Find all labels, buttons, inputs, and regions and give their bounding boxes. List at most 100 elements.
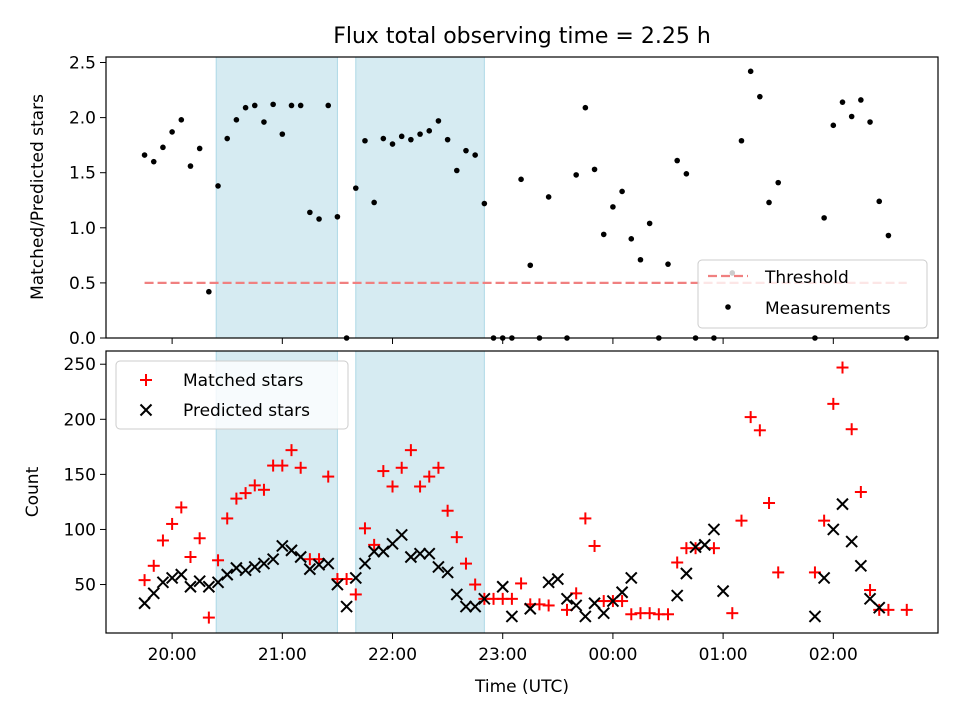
matched-star-point [147, 559, 160, 572]
predicted-star-point-b [560, 592, 574, 606]
measurement-point [453, 167, 460, 174]
measurement-point [757, 93, 763, 100]
predicted-star-point [560, 592, 574, 606]
predicted-star-point-b [257, 557, 271, 570]
predicted-star-point-b [285, 544, 298, 557]
predicted-star-point-b [156, 576, 170, 589]
y-tick-label: 250 [64, 355, 96, 375]
y-tick-label: 200 [64, 410, 96, 430]
measurement-point [362, 137, 368, 144]
matched-star-point [836, 361, 849, 374]
predicted-star-point [524, 602, 537, 615]
predicted-star-point-b [395, 528, 408, 542]
predicted-star-point [459, 600, 473, 613]
threshold-legend-label: Threshold [764, 268, 849, 288]
measurement-point [573, 172, 579, 178]
matched-star-point [450, 531, 463, 544]
measurement-point [830, 122, 837, 129]
measurement-point [288, 102, 295, 109]
measurement-point [352, 185, 359, 191]
measurements-legend-label: Measurements [765, 299, 891, 319]
predicted-star-point-b [716, 584, 730, 598]
measurement-point [582, 104, 589, 111]
measurement-point [463, 147, 469, 154]
predicted-star-point-b [184, 580, 197, 593]
predicted-star-point [845, 535, 858, 548]
measurement-point [839, 99, 846, 105]
measurement-point [848, 113, 855, 120]
matched-star-point [616, 595, 629, 608]
predicted-star-point [138, 597, 151, 610]
predicted-star-point [276, 539, 289, 553]
measurement-point [279, 131, 286, 137]
predicted-star-point [175, 568, 188, 581]
y-tick-label: 150 [64, 465, 96, 485]
measurement-point [858, 97, 864, 103]
y-tick-label: 2.5 [69, 54, 96, 74]
matched-star-point [763, 497, 776, 510]
x-tick-label: 01:00 [699, 645, 748, 665]
predicted-star-point-b [597, 606, 610, 620]
ratio-legend: Threshold Measurements [697, 259, 928, 329]
matched-star-point [175, 501, 188, 514]
matched-star-point [193, 532, 206, 545]
predicted-star-point [221, 568, 234, 581]
predicted-star-point-b [294, 550, 307, 564]
matched-star-point [294, 461, 307, 474]
predicted-star-point [257, 557, 271, 570]
predicted-star-point [569, 599, 583, 612]
measurement-point [637, 256, 644, 263]
predicted-star-point [423, 547, 436, 560]
predicted-star-point-b [432, 560, 445, 574]
matched-star-point [257, 483, 270, 496]
matched-star-point [349, 588, 362, 601]
predicted-star-point [817, 571, 831, 585]
matched-star-point [202, 611, 215, 624]
predicted-star-point [854, 559, 868, 573]
predicted-star-point-b [817, 571, 831, 585]
measurement-point [224, 135, 231, 142]
predicted-star-point-b [588, 597, 601, 610]
measurement-point [261, 119, 267, 125]
predicted-star-point [266, 552, 280, 566]
x-tick-label: 20:00 [148, 645, 197, 665]
predicted-star-point-b [707, 523, 721, 536]
measurement-point [775, 179, 782, 186]
predicted-star-point [193, 575, 206, 588]
measurement-point [325, 102, 332, 109]
matched-star-point [395, 461, 408, 474]
x-tick-label: 23:00 [478, 645, 527, 665]
predicted-star-point-b [404, 550, 418, 564]
matched-star-point [322, 470, 335, 483]
predicted-star-point [358, 557, 372, 570]
predicted-star-point-b [147, 587, 160, 600]
matched-star-point [505, 592, 518, 605]
measurement-point [160, 144, 166, 151]
predicted-star-point [340, 600, 353, 613]
predicted-star-point-b [845, 535, 858, 548]
count-legend-box [115, 360, 349, 430]
predicted-star-point [322, 557, 335, 570]
predicted-star-point [377, 545, 390, 558]
matched-star-point [212, 554, 225, 567]
predicted-star-point-b [312, 558, 326, 571]
y-tick-label: 100 [64, 520, 96, 540]
y-tick-label: 2.0 [69, 109, 96, 129]
x-tick-label: 22:00 [368, 645, 417, 665]
predicted-star-point-b [689, 540, 702, 554]
predicted-star-point-b [221, 568, 234, 581]
predicted-star-point [615, 586, 629, 599]
measurement-point [444, 136, 451, 143]
matched-star-point [707, 542, 720, 555]
predicted-star-point [625, 571, 638, 585]
predicted-star-point [294, 550, 307, 564]
predicted-star-point [441, 566, 454, 579]
predicted-legend-marker [139, 403, 153, 417]
predicted-star-point-b [863, 592, 877, 606]
predicted-star-point-b [367, 545, 381, 558]
measurement-point [821, 215, 827, 221]
matched-star-point [845, 423, 858, 436]
measurement-point [270, 101, 276, 108]
y-tick-label: 0.0 [69, 329, 96, 349]
matched-star-point [230, 492, 243, 505]
